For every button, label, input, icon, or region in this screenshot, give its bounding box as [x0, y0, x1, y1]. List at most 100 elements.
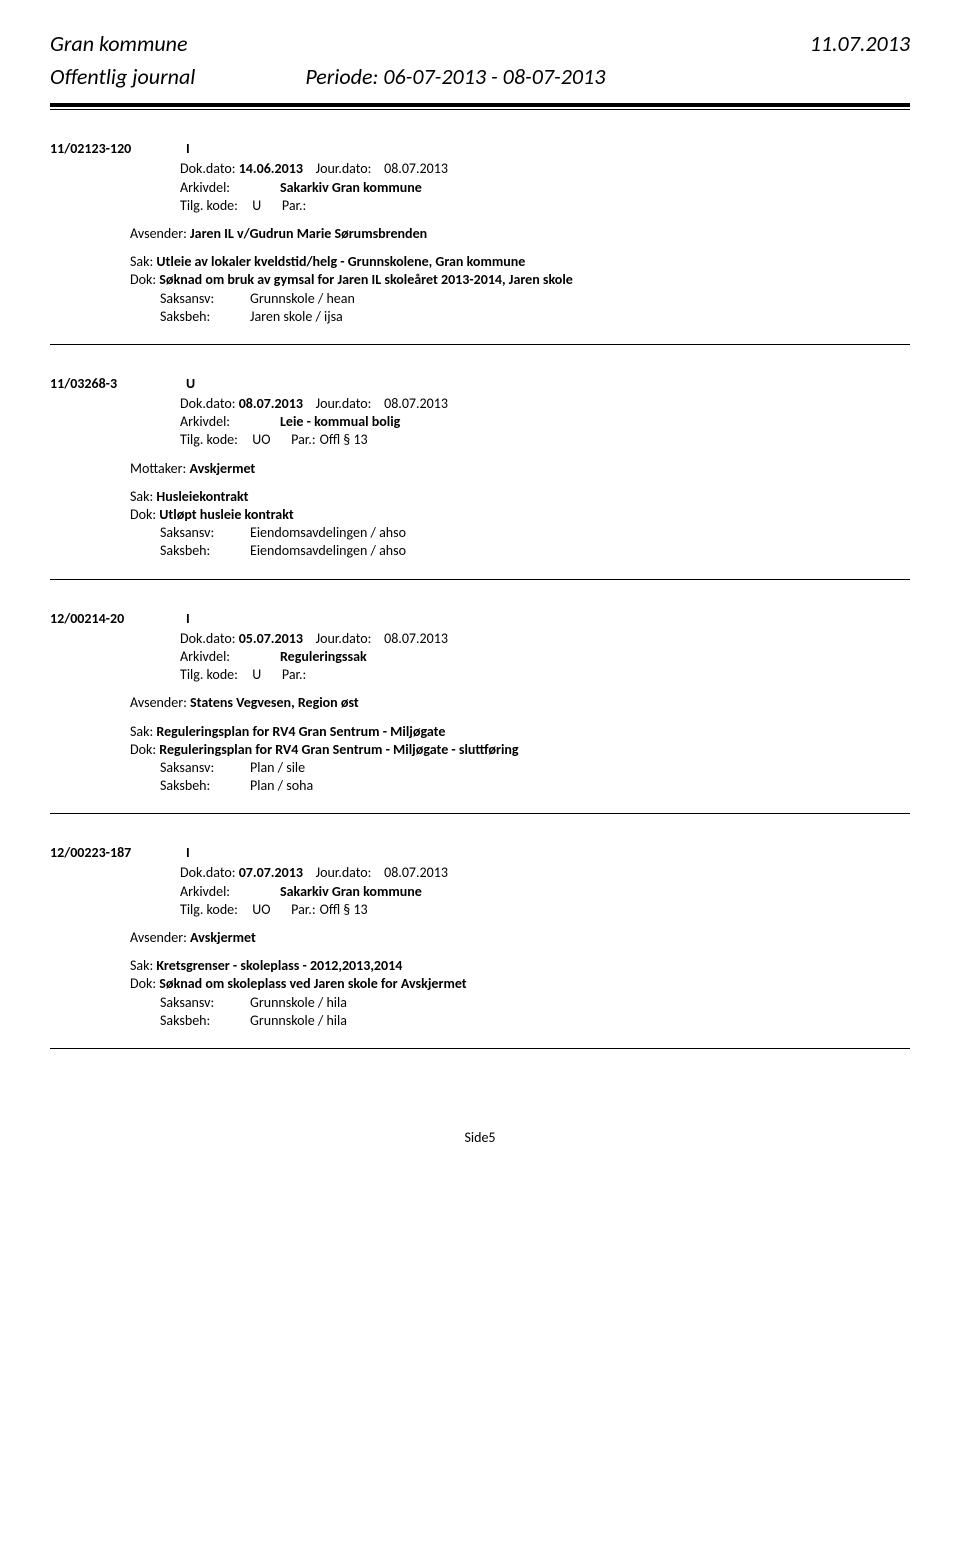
- dok-value: Søknad om skoleplass ved Jaren skole for…: [159, 975, 466, 992]
- page-number: Side5: [464, 1129, 495, 1146]
- dok-dato-label: Dok.dato:: [180, 864, 236, 881]
- period-label: Periode: 06-07-2013 - 08-07-2013: [255, 63, 605, 92]
- entry-id-row: 11/02123-120 I: [50, 140, 910, 158]
- saksbeh-row: Saksbeh: Jaren skole / ijsa: [50, 308, 910, 326]
- jour-dato-label: Jour.dato:: [316, 630, 372, 647]
- par-value: Offl § 13: [320, 901, 368, 919]
- tilg-kode: U: [252, 197, 261, 215]
- dok-label: Dok:: [130, 741, 156, 758]
- sak-label: Sak:: [130, 957, 153, 974]
- jour-dato-label: Jour.dato:: [316, 395, 372, 412]
- header-thick-rule: [50, 103, 910, 107]
- tilg-kode: UO: [252, 901, 270, 919]
- saksansv-row: Saksansv: Plan / sile: [50, 759, 910, 777]
- arkivdel-row: Arkivdel: Reguleringssak: [50, 648, 910, 666]
- dok-dato-label: Dok.dato:: [180, 160, 236, 177]
- journal-entry: 11/02123-120 I Dok.dato: 14.06.2013 Jour…: [50, 140, 910, 345]
- sak-label: Sak:: [130, 723, 153, 740]
- party-label: Avsender:: [130, 225, 187, 242]
- par-label: Par.:: [282, 197, 306, 215]
- saksansv-label: Saksansv:: [160, 524, 250, 542]
- entry-id: 12/00214-20: [50, 610, 180, 628]
- entry-type: I: [186, 140, 190, 158]
- saksbeh-row: Saksbeh: Plan / soha: [50, 777, 910, 795]
- dok-label: Dok:: [130, 506, 156, 523]
- party-row: Avsender: Avskjermet: [50, 929, 910, 947]
- arkivdel-value: Sakarkiv Gran kommune: [280, 883, 422, 901]
- par-label: Par.:: [282, 666, 306, 684]
- dok-dato-value: 07.07.2013: [239, 864, 303, 881]
- sak-value: Husleiekontrakt: [156, 488, 248, 505]
- arkivdel-label: Arkivdel:: [180, 413, 280, 431]
- arkivdel-value: Sakarkiv Gran kommune: [280, 179, 422, 197]
- party-row: Avsender: Jaren IL v/Gudrun Marie Sørums…: [50, 225, 910, 243]
- entries-container: 11/02123-120 I Dok.dato: 14.06.2013 Jour…: [50, 140, 910, 1049]
- dok-row: Dok: Utløpt husleie kontrakt: [50, 506, 910, 524]
- party-label: Avsender:: [130, 694, 187, 711]
- dok-row: Dok: Søknad om skoleplass ved Jaren skol…: [50, 975, 910, 993]
- tilg-kode: U: [252, 666, 261, 684]
- dok-dato-label: Dok.dato:: [180, 395, 236, 412]
- party-row: Mottaker: Avskjermet: [50, 460, 910, 478]
- dok-label: Dok:: [130, 271, 156, 288]
- dok-dato-row: Dok.dato: 08.07.2013 Jour.dato: 08.07.20…: [50, 395, 910, 413]
- dok-dato-row: Dok.dato: 05.07.2013 Jour.dato: 08.07.20…: [50, 630, 910, 648]
- tilg-row: Tilg. kode: UO Par.: Offl § 13: [50, 901, 910, 919]
- saksansv-value: Eiendomsavdelingen / ahso: [250, 524, 406, 542]
- header-date: 11.07.2013: [810, 30, 910, 59]
- sak-value: Utleie av lokaler kveldstid/helg - Grunn…: [156, 253, 525, 270]
- tilg-label: Tilg. kode:: [180, 431, 238, 449]
- entry-id: 12/00223-187: [50, 844, 180, 862]
- dok-row: Dok: Søknad om bruk av gymsal for Jaren …: [50, 271, 910, 289]
- journal-entry: 11/03268-3 U Dok.dato: 08.07.2013 Jour.d…: [50, 375, 910, 580]
- saksbeh-row: Saksbeh: Eiendomsavdelingen / ahso: [50, 542, 910, 560]
- tilg-label: Tilg. kode:: [180, 666, 238, 684]
- sak-row: Sak: Kretsgrenser - skoleplass - 2012,20…: [50, 957, 910, 975]
- sak-row: Sak: Husleiekontrakt: [50, 488, 910, 506]
- journal-entry: 12/00214-20 I Dok.dato: 05.07.2013 Jour.…: [50, 610, 910, 815]
- party-value: Avskjermet: [189, 460, 255, 477]
- dok-dato-value: 08.07.2013: [239, 395, 303, 412]
- jour-dato-value: 08.07.2013: [384, 864, 448, 881]
- arkivdel-row: Arkivdel: Leie - kommual bolig: [50, 413, 910, 431]
- saksbeh-value: Eiendomsavdelingen / ahso: [250, 542, 406, 560]
- par-label: Par.:: [291, 431, 315, 449]
- dok-value: Reguleringsplan for RV4 Gran Sentrum - M…: [159, 741, 518, 758]
- dok-label: Dok:: [130, 975, 156, 992]
- sak-label: Sak:: [130, 488, 153, 505]
- sak-value: Reguleringsplan for RV4 Gran Sentrum - M…: [156, 723, 445, 740]
- org-name: Gran kommune: [50, 30, 188, 59]
- tilg-row: Tilg. kode: U Par.:: [50, 197, 910, 215]
- arkivdel-label: Arkivdel:: [180, 883, 280, 901]
- dok-row: Dok: Reguleringsplan for RV4 Gran Sentru…: [50, 741, 910, 759]
- saksbeh-value: Plan / soha: [250, 777, 313, 795]
- saksansv-row: Saksansv: Grunnskole / hean: [50, 290, 910, 308]
- dok-value: Utløpt husleie kontrakt: [159, 506, 293, 523]
- arkivdel-value: Leie - kommual bolig: [280, 413, 400, 431]
- jour-dato-value: 08.07.2013: [384, 630, 448, 647]
- saksbeh-value: Jaren skole / ijsa: [250, 308, 343, 326]
- entry-type: U: [186, 375, 195, 393]
- tilg-row: Tilg. kode: U Par.:: [50, 666, 910, 684]
- saksbeh-label: Saksbeh:: [160, 308, 250, 326]
- par-label: Par.:: [291, 901, 315, 919]
- par-value: Offl § 13: [320, 431, 368, 449]
- entry-id-row: 12/00214-20 I: [50, 610, 910, 628]
- arkivdel-row: Arkivdel: Sakarkiv Gran kommune: [50, 883, 910, 901]
- tilg-label: Tilg. kode:: [180, 901, 238, 919]
- party-row: Avsender: Statens Vegvesen, Region øst: [50, 694, 910, 712]
- jour-dato-label: Jour.dato:: [316, 160, 372, 177]
- tilg-kode: UO: [252, 431, 270, 449]
- dok-dato-label: Dok.dato:: [180, 630, 236, 647]
- saksansv-label: Saksansv:: [160, 290, 250, 308]
- entry-type: I: [186, 610, 190, 628]
- journal-entry: 12/00223-187 I Dok.dato: 07.07.2013 Jour…: [50, 844, 910, 1049]
- saksansv-row: Saksansv: Grunnskole / hila: [50, 994, 910, 1012]
- page-footer: Side5: [50, 1129, 910, 1147]
- party-label: Avsender:: [130, 929, 187, 946]
- dok-dato-row: Dok.dato: 07.07.2013 Jour.dato: 08.07.20…: [50, 864, 910, 882]
- saksbeh-row: Saksbeh: Grunnskole / hila: [50, 1012, 910, 1030]
- saksansv-label: Saksansv:: [160, 759, 250, 777]
- sak-row: Sak: Reguleringsplan for RV4 Gran Sentru…: [50, 723, 910, 741]
- entry-id: 11/02123-120: [50, 140, 180, 158]
